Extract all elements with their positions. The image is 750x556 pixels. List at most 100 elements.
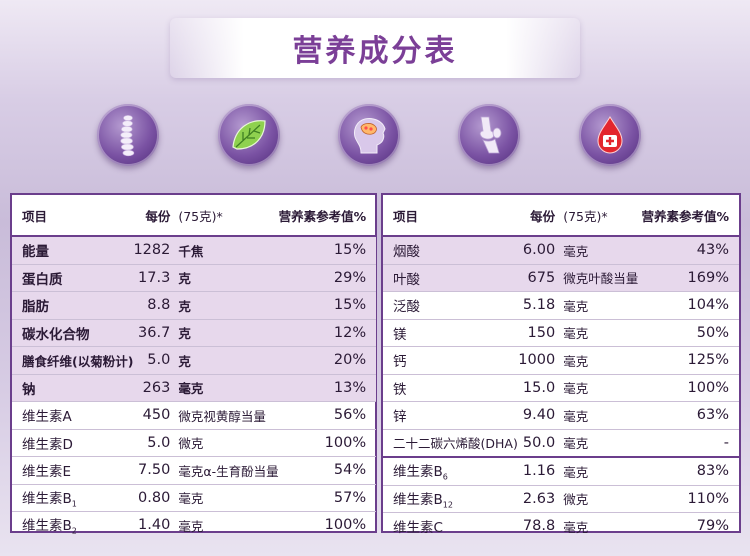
nutrient-unit: 克 [176,264,279,292]
nutrient-unit-text: 毫克 [563,436,589,452]
nutrient-name-text: 维生素B [22,490,72,507]
nutrient-unit-text: 毫克 [563,381,589,397]
header-item: 项目 [383,195,519,237]
nutrient-name: 维生素E [12,456,134,485]
nutrient-name-text: 泛酸 [393,299,420,316]
benefit-icons [0,104,750,166]
nutrient-unit: 毫克 [561,236,642,265]
table-header: 项目 每份 (75克)* 营养素参考值% [383,195,739,237]
nutrient-nrv-text: 54% [333,462,367,479]
nutrient-nrv-text: 104% [687,297,729,314]
nutrient-nrv: 83% [641,456,739,486]
nutrient-nrv-text: 20% [333,352,367,369]
spine-icon [97,104,159,166]
table-row: 泛酸 5.18 毫克 104% [383,291,739,320]
nutrient-nrv: - [641,429,739,458]
table-row: 维生素E 7.50 毫克α-生育酚当量 54% [12,456,377,485]
nutrient-name-text: 维生素B [22,518,72,535]
table-header: 项目 每份 (75克)* 营养素参考值% [12,195,377,237]
nutrient-name: 锌 [383,401,519,430]
nutrient-nrv: 104% [641,291,739,320]
nutrient-nrv-text: 50% [696,324,729,341]
nutrient-nrv-text: 63% [696,407,729,424]
nutrient-name: 维生素B2 [12,512,133,539]
nutrient-name: 维生素B12 [383,485,519,513]
nutrient-value-text: 7.50 [138,462,171,479]
nutrient-value: 5.0 [133,346,177,375]
nutrient-nrv: 79% [641,513,739,540]
nutrient-name: 叶酸 [383,264,519,292]
nutrient-name: 蛋白质 [12,264,134,292]
nutrient-unit: 毫克 [561,291,642,320]
nutrient-value-text: 1.16 [522,463,556,480]
nutrient-subscript: 2 [71,527,77,537]
table-row: 维生素B1 0.80 毫克 57% [12,484,377,512]
blood-drop-icon [579,104,641,166]
nutrient-value: 78.8 [518,513,561,540]
nutrient-name-text: 二十二碳六烯酸(DHA) [393,436,518,452]
nutrient-unit: 克 [176,319,279,347]
nutrient-value: 1282 [133,236,177,265]
table-row: 维生素B6 1.16 毫克 83% [383,456,739,486]
nutrient-value: 2.63 [518,485,562,513]
nutrient-name: 维生素D [12,429,134,457]
nutrient-name-text: 维生素C [393,520,443,537]
nutrient-value: 50.0 [518,429,562,458]
nutrient-value-text: 78.8 [522,518,556,535]
nutrient-unit: 毫克 [561,513,641,540]
nutrient-name-text: 叶酸 [393,271,420,288]
nutrient-unit: 毫克 [561,346,642,375]
nutrient-unit: 克 [176,346,279,375]
nutrient-unit: 毫克 [176,374,279,402]
nutrient-nrv: 13% [278,374,377,402]
nutrient-value-text: 50.0 [522,434,556,451]
nutrient-nrv-text: 29% [333,269,367,286]
nutrient-value: 6.00 [518,236,562,265]
table-row: 膳食纤维(以菊粉计) 5.0 克 20% [12,346,377,375]
nutrient-nrv: 56% [278,401,377,430]
nutrient-unit-text: 毫克 [563,326,589,342]
nutrient-unit: 毫克α-生育酚当量 [176,456,279,485]
nutrient-value: 9.40 [518,401,562,430]
nutrient-name-text: 膳食纤维(以菊粉计) [22,353,134,369]
nutrient-name: 镁 [383,319,519,347]
nutrient-nrv-text: 43% [696,242,729,259]
nutrient-name: 碳水化合物 [12,319,134,347]
nutrient-unit: 毫克 [176,512,278,539]
nutrient-nrv: 43% [641,236,739,265]
nutrient-value: 450 [133,401,177,430]
table-row: 镁 150 毫克 50% [383,319,739,347]
nutrient-value: 1000 [518,346,562,375]
table-row: 维生素B12 2.63 微克 110% [383,485,739,513]
nutrient-value-text: 675 [527,269,556,286]
nutrient-nrv-text: 15% [333,242,367,259]
nutrient-nrv-text: 169% [687,269,729,286]
table-row: 维生素B2 1.40 毫克 100% [12,512,376,539]
nutrient-name: 维生素A [12,401,134,430]
nutrient-name-text: 碳水化合物 [22,326,90,343]
nutrient-unit-text: 微克 [178,436,204,452]
nutrient-nrv: 29% [278,264,377,292]
nutrient-nrv: 63% [641,401,739,430]
nutrient-unit: 毫克 [561,374,642,402]
brain-icon [338,104,400,166]
nutrient-name: 脂肪 [12,291,134,320]
nutrient-nrv: 15% [278,236,377,265]
nutrient-unit-text: 毫克 [178,518,204,534]
nutrient-unit: 千焦 [176,236,279,265]
header-serving-size: (75克)* [561,195,642,237]
nutrient-unit-text: 克 [178,271,191,287]
nutrient-name-text: 脂肪 [22,299,49,316]
nutrient-name-text: 蛋白质 [22,271,63,288]
nutrient-unit-text: 毫克α-生育酚当量 [178,463,279,479]
nutrient-nrv-text: 79% [696,518,729,535]
table-row: 叶酸 675 微克叶酸当量 169% [383,264,739,292]
nutrient-nrv-text: 57% [333,489,367,506]
table-row: 钠 263 毫克 13% [12,374,377,402]
nutrient-name-text: 维生素B [393,491,443,508]
table-row: 锌 9.40 毫克 63% [383,401,739,430]
nutrient-nrv-text: 12% [333,324,367,341]
nutrient-unit-text: 毫克 [178,381,204,397]
nutrient-unit-text: 毫克 [563,243,589,259]
table-row: 蛋白质 17.3 克 29% [12,264,377,292]
